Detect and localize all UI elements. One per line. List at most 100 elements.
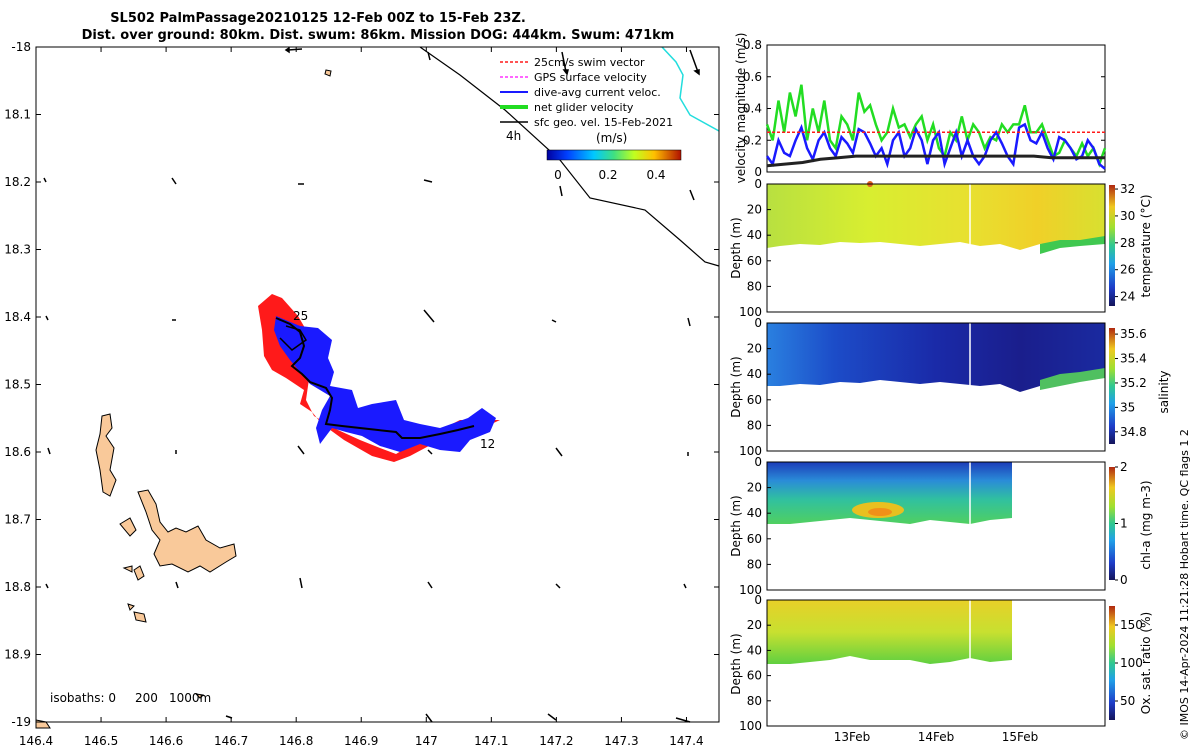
map-y-tick-label: -19	[11, 715, 31, 729]
legend-label-swim: 25cm/s swim vector	[534, 56, 645, 69]
depth-tick-label: 60	[747, 254, 762, 268]
temperature-field	[767, 184, 1105, 250]
time-x-axis: 13Feb 14Feb 15Feb	[834, 730, 1039, 744]
current-vector-region	[274, 316, 496, 452]
time-x-tick-label: 15Feb	[1002, 730, 1039, 744]
salinity-high-layer	[1040, 368, 1105, 390]
colorbar-tick-label: 26	[1120, 263, 1135, 277]
track-label-mid: 25	[293, 309, 308, 323]
colorbar-tick-label: 32	[1120, 182, 1135, 196]
colorbar-axis: 34.8 35 35.2 35.4 35.6	[1115, 327, 1147, 439]
current-vector-field	[274, 316, 496, 452]
velocity-ylabel: velocity magnitude (m/s)	[734, 33, 748, 184]
credit-text: © IMOS 14-Apr-2024 11:21:28 Hobart time.…	[1178, 429, 1191, 740]
track-label-end: 12	[480, 437, 495, 451]
oxygen-clabel: Ox. sat. ratio (%)	[1139, 612, 1153, 714]
depth-tick-label: 100	[739, 719, 762, 733]
isobath-level-200: 200	[135, 691, 158, 705]
map-x-tick-label: 147.3	[604, 734, 638, 748]
coastline-cyan	[661, 46, 720, 132]
map-x-tick-label: 146.7	[214, 734, 248, 748]
map-x-tick-label: 147	[415, 734, 438, 748]
depth-tick-label: 60	[747, 532, 762, 546]
isobaths-label: isobaths: 0	[50, 691, 116, 705]
temperature-panel: 0 20 40 60 80 100 Depth (m) 24 26 28 30 32 temper…	[729, 177, 1153, 319]
figure-title-line1: SL502 PalmPassage20210125 12-Feb 00Z to …	[110, 11, 526, 26]
depth-tick-label: 20	[747, 618, 762, 632]
map-x-tick-label: 146.9	[344, 734, 378, 748]
legend-label-dive-avg: dive-avg current veloc.	[534, 86, 661, 99]
chla-field	[767, 462, 1012, 524]
velocity-series	[765, 84, 1107, 170]
depth-tick-label: 0	[754, 593, 762, 607]
salinity-field	[767, 323, 1105, 392]
velocity-y-tick-label: 0	[754, 165, 762, 179]
salinity-colorbar	[1109, 328, 1115, 444]
velocity-series-dive-avg-current-veloc-	[765, 122, 1106, 170]
speed-colorbar-tick-0.4: 0.4	[646, 168, 665, 182]
time-x-tick-label: 14Feb	[918, 730, 955, 744]
colorbar-tick-label: 0	[1120, 573, 1128, 587]
map-legend: 25cm/s swim vector GPS surface velocity …	[500, 56, 673, 129]
chla-ylabel: Depth (m)	[729, 495, 743, 556]
depth-axis: 0 20 40 60 80 100	[739, 316, 771, 458]
colorbar-tick-label: 28	[1120, 236, 1135, 250]
colorbar-tick-label: 35.2	[1120, 376, 1147, 390]
oxygen-frame	[766, 599, 1106, 727]
colorbar-tick-label: 150	[1120, 618, 1143, 632]
depth-tick-label: 60	[747, 669, 762, 683]
geostrophic-arrows	[43, 46, 700, 723]
temperature-ylabel: Depth (m)	[729, 217, 743, 278]
glider-track-loop	[279, 325, 307, 351]
depth-tick-label: 100	[739, 444, 762, 458]
map-y-tick-label: 18.6	[4, 445, 31, 459]
velocity-series-sfc-geo	[766, 154, 1105, 168]
depth-tick-label: 40	[747, 367, 762, 381]
depth-tick-label: 0	[754, 316, 762, 330]
depth-axis: 0 20 40 60 80 100	[739, 593, 771, 733]
depth-tick-label: 0	[754, 455, 762, 469]
depth-tick-label: 80	[747, 557, 762, 571]
colorbar-axis: 0 1 2	[1115, 460, 1128, 587]
chla-clabel: chl-a (mg m-3)	[1139, 480, 1153, 569]
depth-tick-label: 40	[747, 228, 762, 242]
map-x-tick-label: 146.8	[279, 734, 313, 748]
map-y-tick-label: 18.4	[4, 310, 31, 324]
map-y-tick-label: 18.9	[4, 648, 31, 662]
velocity-y-tick-label: 0.8	[743, 38, 762, 52]
legend-label-gps: GPS surface velocity	[534, 71, 647, 84]
map-y-tick-label: 18.8	[4, 580, 31, 594]
map-panel: 25 12 4h	[4, 40, 720, 748]
velocity-panel: 0 0.2 0.4 0.6 0.8 velocity magnitude (m/s)	[734, 33, 1107, 184]
map-y-tick-label: 18.7	[4, 513, 31, 527]
temperature-colorbar	[1109, 185, 1115, 306]
legend-label-sfc-geo: sfc geo. vel. 15-Feb-2021	[534, 116, 673, 129]
colorbar-tick-label: 34.8	[1120, 425, 1147, 439]
colorbar-tick-label: 35.4	[1120, 352, 1147, 366]
oxygen-panel: 0 20 40 60 80 100 Depth (m) 50 100 150 Ox. sat.…	[729, 593, 1153, 744]
map-x-tick-label: 146.4	[19, 734, 53, 748]
velocity-y-tick-label: 0.6	[743, 70, 762, 84]
colorbar-axis: 24 26 28 30 32	[1115, 182, 1135, 304]
colorbar-tick-label: 30	[1120, 209, 1135, 223]
depth-tick-label: 40	[747, 506, 762, 520]
chla-bloom-core	[868, 508, 892, 516]
velocity-y-axis: 0 0.2 0.4 0.6 0.8	[743, 38, 1105, 179]
depth-axis: 0 20 40 60 80 100	[739, 455, 771, 597]
temperature-clabel: temperature (°C)	[1139, 195, 1153, 298]
speed-colorbar: (m/s) 0 0.2 0.4	[546, 131, 682, 182]
map-y-tick-label: -18	[11, 40, 31, 54]
depth-tick-label: 20	[747, 481, 762, 495]
depth-tick-label: 20	[747, 203, 762, 217]
depth-tick-label: 40	[747, 643, 762, 657]
map-x-tick-label: 147.4	[669, 734, 703, 748]
colorbar-tick-label: 100	[1120, 656, 1143, 670]
map-y-tick-label: 18.5	[4, 378, 31, 392]
depth-tick-label: 20	[747, 342, 762, 356]
isobath-level-1000: 1000m	[169, 691, 211, 705]
time-x-tick-label: 13Feb	[834, 730, 871, 744]
islands	[35, 69, 332, 729]
map-x-tick-label: 146.5	[84, 734, 118, 748]
figure-title-line2: Dist. over ground: 80km. Dist. swum: 86k…	[82, 28, 675, 43]
